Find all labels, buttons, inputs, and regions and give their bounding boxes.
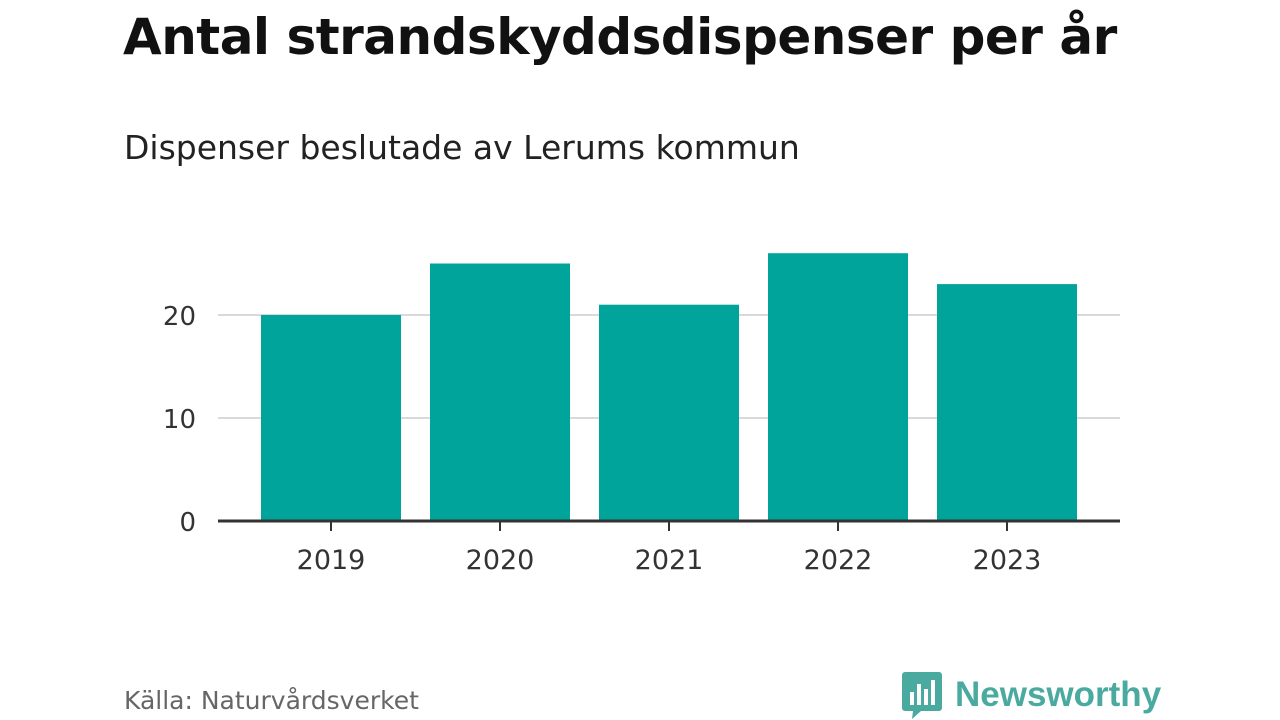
x-tick-label-2023: 2023 [973, 545, 1042, 576]
y-tick-label-0: 0 [179, 508, 196, 538]
bar-2022 [768, 253, 908, 521]
brand-name: Newsworthy [955, 675, 1162, 714]
bar-chart-speech-bubble-icon [902, 672, 942, 719]
x-tick-label-2021: 2021 [635, 545, 704, 576]
source-note: Källa: Naturvårdsverket [124, 686, 419, 715]
chart-title: Antal strandskyddsdispenser per år [123, 8, 1117, 66]
chart-subtitle: Dispenser beslutade av Lerums kommun [124, 128, 800, 167]
y-tick-label-10: 10 [163, 405, 196, 435]
x-tick-label-2019: 2019 [297, 545, 366, 576]
bars [261, 253, 1077, 521]
y-tick-label-20: 20 [163, 302, 196, 332]
x-tick-label-2022: 2022 [804, 545, 873, 576]
axes: 0 10 20 2019 2020 2021 2022 2023 [163, 302, 1120, 576]
x-tick-label-2020: 2020 [466, 545, 535, 576]
bar-2020 [430, 263, 570, 521]
bar-2021 [599, 304, 739, 521]
brand-logo: Newsworthy [901, 670, 1161, 720]
bar-2023 [937, 284, 1077, 521]
bar-2019 [261, 315, 401, 521]
